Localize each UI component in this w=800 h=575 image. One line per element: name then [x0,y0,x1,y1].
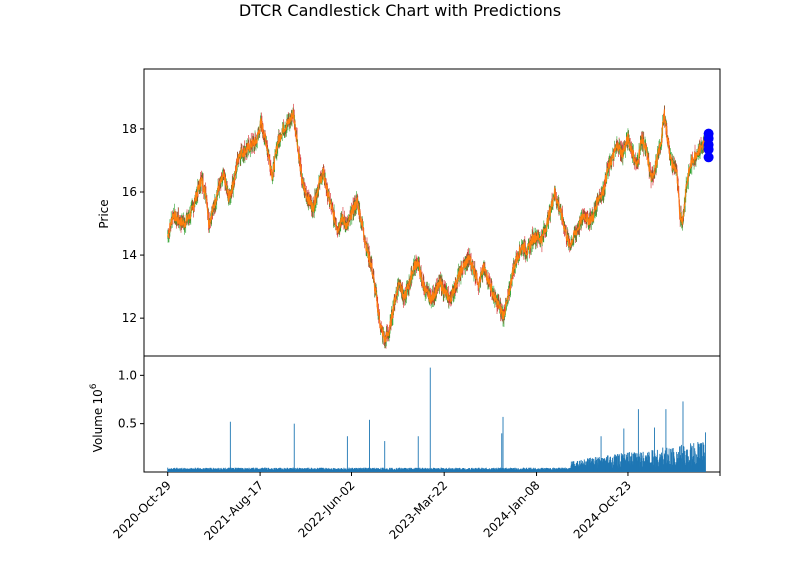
candle-body [167,236,169,237]
volume-bar [616,456,618,472]
volume-bar [602,458,604,472]
volume-bar [631,452,633,472]
volume-bar [638,456,640,472]
volume-bar [561,467,563,472]
volume-bar [618,455,620,472]
volume-bar [642,451,644,472]
volume-bar [596,457,598,472]
price-y-tick-label: 12 [122,311,137,325]
price-y-axis-label: Price [97,199,111,228]
volume-bar [429,367,431,472]
volume-bar [369,419,370,472]
prediction-point [703,152,714,163]
volume-bar [481,467,483,472]
volume-bar [602,458,604,472]
volume-bar [644,461,646,472]
price-panel: 12 14 16 18 Price [97,68,721,357]
volume-bar [346,436,348,472]
volume-bar [389,467,390,472]
volume-bar [623,428,625,472]
prediction-points [703,128,714,163]
volume-bar [600,436,602,472]
volume-bar [643,460,645,472]
volume-bar [617,454,618,472]
volume-bar [612,457,613,472]
close-price-line [167,109,706,343]
volume-bar [293,423,295,472]
volume-bar [384,441,386,472]
price-y-tick-label: 16 [122,185,137,199]
price-y-axis-ticks: 12 14 16 18 [122,122,144,325]
volume-bars [167,367,706,472]
chart-title: DTCR Candlestick Chart with Predictions [239,1,561,20]
volume-bar [625,454,627,472]
volume-panel: 0.51.0 Volume 106 [89,355,721,473]
volume-bar [637,409,639,472]
volume-bar [655,456,656,472]
price-plot-area [143,68,721,357]
volume-bar [627,452,629,472]
volume-bar [502,416,504,472]
price-y-tick-label: 14 [122,248,137,262]
volume-bar [652,450,654,472]
volume-bar [417,436,419,472]
volume-bar [577,460,579,472]
volume-bar [553,467,555,472]
volume-bar [501,433,503,472]
volume-bar [661,455,663,472]
volume-bar [654,427,655,472]
volume-bar [634,454,636,472]
volume-bar [622,458,624,472]
volume-bar [606,459,608,472]
volume-bar [595,459,597,472]
volume-bar [630,456,631,472]
volume-bar [632,453,634,472]
prediction-point [703,144,714,155]
volume-bar [618,455,619,472]
volume-bar [657,460,659,472]
volume-bar [645,457,647,472]
volume-bar [620,453,622,472]
volume-bar [558,467,560,472]
volume-bar [287,467,289,472]
volume-bar [355,467,357,472]
volume-bar [229,421,231,472]
volume-bar [261,467,263,472]
volume-bar [649,462,651,472]
price-y-tick-label: 18 [122,122,137,136]
